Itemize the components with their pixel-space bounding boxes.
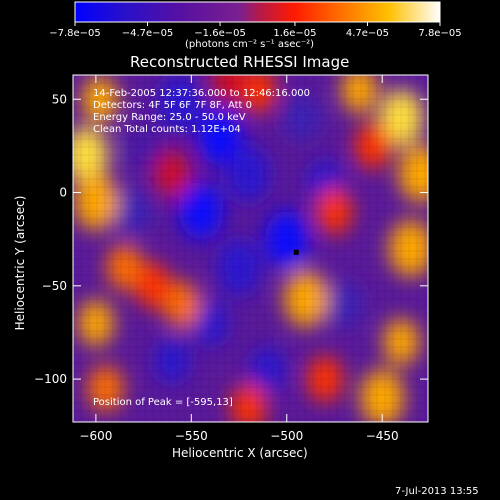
annotation-time-range: 14-Feb-2005 12:37:36.000 to 12:46:16.000 [93,88,311,99]
colorbar-tick-label: −4.7e−05 [122,28,174,39]
heatmap-blob [226,145,271,203]
colorbar-gradient [74,1,441,23]
heatmap-blob [360,369,405,422]
heatmap-blob [306,355,343,403]
heatmap-blob [73,173,118,231]
heatmap-blob [197,107,242,166]
heatmap-blob [354,122,391,170]
heatmap-blob [388,219,428,278]
heatmap-blob [341,75,378,114]
x-tick-label: −450 [366,429,399,443]
heatmap-blob [211,75,248,104]
heatmap-blob [163,281,200,328]
colorbar-tick-label: −7.8e−05 [49,28,101,39]
colorbar-tick-label: 7.8e−05 [418,28,461,39]
heatmap-blob [284,94,321,142]
y-axis-label: Heliocentric Y (arcsec) [13,195,27,331]
colorbar-tick-label: −1.6e−05 [194,28,246,39]
colorbar-tick-label: 1.6e−05 [273,28,316,39]
heatmap-blob [217,238,262,296]
colorbar-tick-label: 4.7e−05 [346,28,389,39]
heatmap-blob [116,187,153,235]
heatmap-blob [106,243,143,291]
colorbar-ticks: −7.8e−05 −4.7e−05 −1.6e−05 1.6e−05 4.7e−05 7.… [49,22,462,39]
footer-date: 7-Jul-2013 13:55 [395,486,479,497]
heatmap-blob [240,75,277,114]
heatmap-blob [398,145,428,203]
heatmap-blob [230,383,267,422]
annotation-detectors: Detectors: 4F 5F 6F 7F 8F, Att 0 [93,100,253,111]
colorbar: −7.8e−05 −4.7e−05 −1.6e−05 1.6e−05 4.7e−05 7.… [49,1,462,39]
plot-frame [72,74,429,423]
heatmap-blob [154,150,191,198]
heatmap-blob [81,75,118,123]
y-tick-label: −100 [34,372,67,386]
heatmap-blob [192,299,229,347]
x-axis-label: Heliocentric X (arcsec) [172,446,308,460]
heatmap-blob [87,365,124,412]
heatmap-blob [125,122,162,170]
colorbar-unit-label: (photons cm⁻² s⁻¹ asec⁻²) [185,39,315,50]
heatmap-blob [283,270,328,328]
heatmap-blob [77,299,114,347]
heatmap-blob [154,337,191,384]
y-tick-label: 50 [52,92,67,106]
heatmap-blob [249,346,286,394]
heatmap-blob [73,126,109,184]
heatmap-blob [178,182,223,240]
x-tick-label: −550 [175,429,208,443]
annotation-energy-range: Energy Range: 25.0 - 50.0 keV [93,112,246,123]
x-tick-label: −500 [270,429,303,443]
heatmap-blob [135,262,172,310]
heatmap-blob [316,187,353,235]
y-tick-label: 0 [59,186,67,200]
heatmap-blob [379,89,424,147]
x-tick-label: −600 [79,429,112,443]
heatmap-blob [326,281,363,328]
peak-marker [293,249,299,255]
chart-title: Reconstructed RHESSI Image [130,53,350,71]
annotation-peak-position: Position of Peak = [-595,13] [93,397,233,408]
heatmap-blob [157,75,202,132]
annotation-clean-counts: Clean Total counts: 1.12E+04 [93,124,241,135]
y-tick-label: −50 [42,279,67,293]
heatmap-blob [383,318,420,366]
